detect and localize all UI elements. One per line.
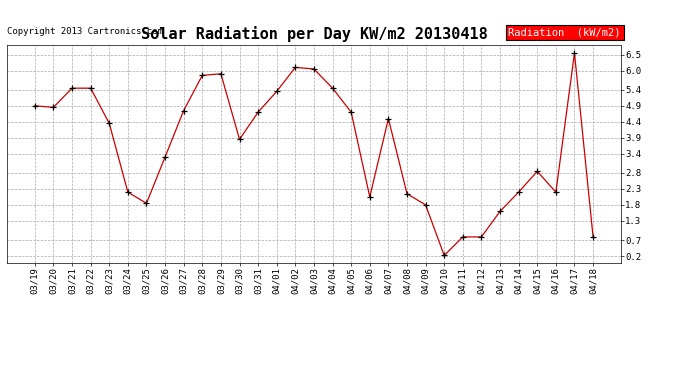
Text: Radiation  (kW/m2): Radiation (kW/m2) xyxy=(509,28,621,38)
Text: Copyright 2013 Cartronics.com: Copyright 2013 Cartronics.com xyxy=(7,27,163,36)
Title: Solar Radiation per Day KW/m2 20130418: Solar Radiation per Day KW/m2 20130418 xyxy=(141,27,487,42)
